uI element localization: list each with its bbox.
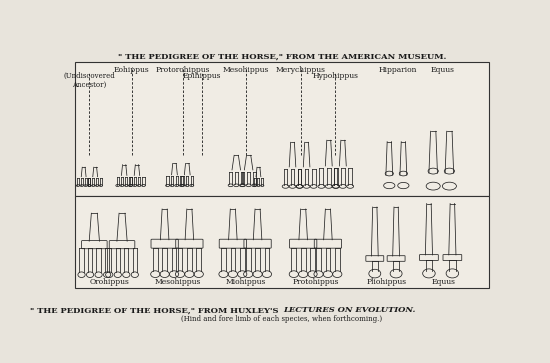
Bar — [75, 62, 488, 196]
Text: Miohippus: Miohippus — [226, 278, 266, 286]
Text: Epihippus: Epihippus — [183, 72, 222, 79]
Text: Eohippus: Eohippus — [114, 66, 150, 74]
Text: Protohippus: Protohippus — [293, 278, 339, 286]
Text: Mesohippus: Mesohippus — [154, 278, 201, 286]
Text: Equus: Equus — [432, 278, 456, 286]
Text: Protorohippus: Protorohippus — [156, 66, 210, 74]
Bar — [75, 196, 488, 288]
Text: " THE PEDIGREE OF THE HORSE," FROM HUXLEY'S: " THE PEDIGREE OF THE HORSE," FROM HUXLE… — [30, 306, 282, 314]
Text: Orohippus: Orohippus — [89, 278, 129, 286]
Text: Merychippus: Merychippus — [276, 66, 326, 74]
Text: Mesohippus: Mesohippus — [222, 66, 269, 74]
Text: Hipparion: Hipparion — [378, 66, 417, 74]
Text: Pliohippus: Pliohippus — [366, 278, 406, 286]
Text: " THE PEDIGREE OF THE HORSE," FROM THE AMERICAN MUSEUM.: " THE PEDIGREE OF THE HORSE," FROM THE A… — [118, 53, 446, 61]
Text: Hypohippus: Hypohippus — [312, 72, 358, 79]
Text: LECTURES ON EVOLUTION.: LECTURES ON EVOLUTION. — [283, 306, 415, 314]
Text: Equus: Equus — [431, 66, 455, 74]
Text: (Undiscovered
Ancestor): (Undiscovered Ancestor) — [63, 72, 115, 89]
Text: (Hind and fore limb of each species, when forthcoming.): (Hind and fore limb of each species, whe… — [182, 315, 382, 323]
